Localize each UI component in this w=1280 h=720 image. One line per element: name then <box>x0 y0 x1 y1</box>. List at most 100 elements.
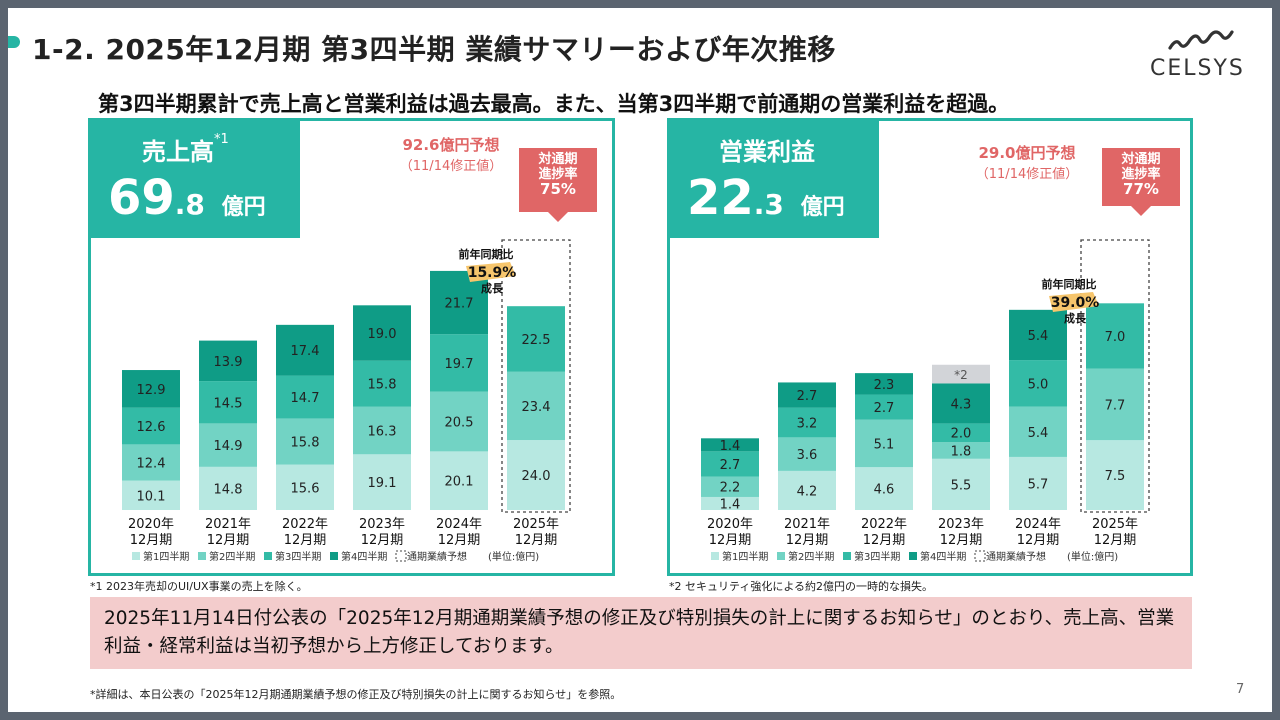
bar-4q-4 <box>1009 309 1067 361</box>
bar-label-3q-4: 19.7 <box>445 357 474 372</box>
forecast-box <box>501 239 571 513</box>
bar-1q-1 <box>778 470 836 510</box>
forecast-box <box>1080 239 1150 513</box>
yoy-callout: 前年同期比 39.0%成長 <box>1042 277 1100 325</box>
revenue-kpi-value: 69.8 億円 <box>108 170 266 226</box>
category-label-2-0: 2022年 <box>282 517 328 532</box>
profit-footnote: *2 セキュリティ強化による約2億円の一時的な損失。 <box>669 580 934 593</box>
legend-label-4: 通期業績予想 <box>407 550 467 563</box>
bar-label-4q-1: 13.9 <box>214 355 243 370</box>
bar-label-2q-0: 2.2 <box>720 481 741 496</box>
unit-label: (単位:億円) <box>488 550 539 563</box>
bar-1q-4 <box>1009 456 1067 510</box>
bar-3q-1 <box>199 381 257 424</box>
bar-3q-3 <box>353 360 411 407</box>
legend-swatch-0 <box>711 552 719 560</box>
revenue-forecast-label: 92.6億円予想 （11/14修正値） <box>388 134 514 174</box>
revenue-kpi-label: 売上高*1 <box>142 132 229 167</box>
bar-2q-1 <box>778 437 836 471</box>
bar-2q-0 <box>701 476 759 497</box>
bar-extra-label: *2 <box>954 368 968 382</box>
bar-4q-3 <box>932 383 990 424</box>
bar-label-4q-4: 21.7 <box>445 297 474 312</box>
revenue-kpi-box: 売上高*1 69.8 億円 <box>88 118 300 238</box>
category-label-5-1: 12月期 <box>1094 533 1137 548</box>
bar-label-3q-3: 2.0 <box>951 427 972 442</box>
category-label-4-1: 12月期 <box>1017 533 1060 548</box>
bar-4q-2 <box>276 324 334 376</box>
bar-label-2q-5: 23.4 <box>522 400 551 415</box>
category-label-5-0: 2025年 <box>513 517 559 532</box>
profit-kpi-box: 営業利益 22.3 億円 <box>667 118 879 238</box>
bar-1q-2 <box>276 464 334 510</box>
logo-mark-icon <box>1168 30 1234 50</box>
legend-swatch-forecast <box>974 550 986 562</box>
bar-label-4q-3: 4.3 <box>951 397 972 412</box>
bar-4q-4 <box>430 270 488 335</box>
revenue-value-unit: 億円 <box>221 195 266 220</box>
yoy-value: 39.0% <box>1051 295 1100 311</box>
bar-2q-2 <box>855 419 913 468</box>
legend-swatch-0 <box>132 552 140 560</box>
bar-3q-2 <box>276 375 334 419</box>
legend-swatch-forecast <box>395 550 407 562</box>
category-label-2-1: 12月期 <box>284 533 327 548</box>
profit-kpi-label: 営業利益 <box>719 138 815 166</box>
yoy-callout: 前年同期比 15.9%成長 <box>459 247 517 295</box>
bar-4q-3 <box>353 305 411 361</box>
bar-3q-4 <box>430 334 488 392</box>
bar-label-1q-0: 1.4 <box>720 497 741 512</box>
bar-label-1q-1: 14.8 <box>214 482 243 497</box>
yoy-line1: 前年同期比 <box>1042 277 1097 291</box>
category-label-1-0: 2021年 <box>784 517 830 532</box>
bar-2q-5 <box>1086 368 1144 441</box>
title-accent-bar <box>8 36 20 48</box>
bar-1q-5 <box>507 440 565 510</box>
category-label-2-1: 12月期 <box>863 533 906 548</box>
legend-label-3: 第4四半期 <box>920 550 966 563</box>
profit-forecast-value: 29.0億円予想 <box>978 144 1076 162</box>
category-label-0-1: 12月期 <box>709 533 752 548</box>
bar-2q-3 <box>353 406 411 455</box>
bar-label-3q-3: 15.8 <box>368 378 397 393</box>
profit-forecast-note: （11/14修正値） <box>975 167 1079 182</box>
revenue-value-dec: .8 <box>174 188 205 221</box>
bottom-note: *詳細は、本日公表の「2025年12月期通期業績予想の修正及び特別損失の計上に関… <box>90 688 622 701</box>
bar-label-4q-0: 12.9 <box>137 383 166 398</box>
bar-label-2q-3: 16.3 <box>368 425 397 440</box>
bar-label-1q-5: 24.0 <box>522 469 551 484</box>
bar-2q-3 <box>932 442 990 459</box>
page-subtitle: 第3四半期累計で売上高と営業利益は過去最高。また、当第3四半期で前通期の営業利益… <box>98 92 1010 116</box>
bar-label-2q-2: 5.1 <box>874 437 895 452</box>
bar-label-2q-4: 20.5 <box>445 416 474 431</box>
profit-value-unit: 億円 <box>800 195 845 220</box>
category-label-0-0: 2020年 <box>707 517 753 532</box>
bar-label-3q-4: 5.0 <box>1028 377 1049 392</box>
category-label-3-0: 2023年 <box>938 517 984 532</box>
legend-label-2: 第3四半期 <box>854 550 900 563</box>
revenue-kpi-label-text: 売上高 <box>142 138 214 166</box>
bar-label-1q-3: 5.5 <box>951 478 972 493</box>
category-label-3-1: 12月期 <box>361 533 404 548</box>
revenue-progress-line2: 進捗率 <box>538 167 578 182</box>
bar-1q-1 <box>199 466 257 510</box>
revenue-footnote: *1 2023年売却のUI/UX事業の売上を除く。 <box>90 580 308 593</box>
bar-label-4q-2: 17.4 <box>291 344 320 359</box>
bar-2q-2 <box>276 418 334 465</box>
bar-label-2q-5: 7.7 <box>1105 398 1126 413</box>
category-label-1-1: 12月期 <box>786 533 829 548</box>
bar-1q-5 <box>1086 440 1144 510</box>
legend-swatch-1 <box>777 552 785 560</box>
bar-label-1q-3: 19.1 <box>368 476 397 491</box>
bar-1q-0 <box>701 496 759 510</box>
yoy-value: 15.9% <box>468 265 517 281</box>
bar-label-3q-1: 3.2 <box>797 416 818 431</box>
category-label-3-0: 2023年 <box>359 517 405 532</box>
bar-label-3q-2: 2.7 <box>874 401 895 416</box>
bar-label-1q-0: 10.1 <box>137 489 166 504</box>
bar-3q-5 <box>507 306 565 372</box>
profit-progress-line1: 対通期 <box>1121 152 1161 167</box>
yoy-highlight <box>466 262 516 282</box>
bar-1q-4 <box>430 451 488 510</box>
bar-label-3q-2: 14.7 <box>291 391 320 406</box>
